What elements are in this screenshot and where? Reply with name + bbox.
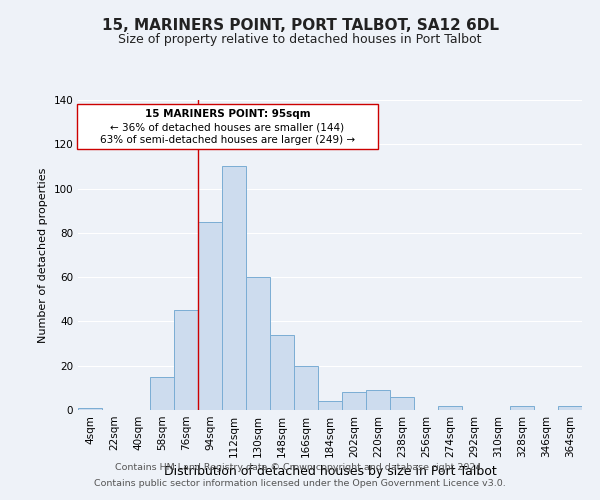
Bar <box>295 366 317 410</box>
Bar <box>199 222 221 410</box>
Text: 63% of semi-detached houses are larger (249) →: 63% of semi-detached houses are larger (… <box>100 136 355 145</box>
X-axis label: Distribution of detached houses by size in Port Talbot: Distribution of detached houses by size … <box>164 466 496 478</box>
Bar <box>559 406 581 410</box>
Text: ← 36% of detached houses are smaller (144): ← 36% of detached houses are smaller (14… <box>110 122 344 132</box>
FancyBboxPatch shape <box>77 104 378 148</box>
Text: Contains HM Land Registry data © Crown copyright and database right 2024.: Contains HM Land Registry data © Crown c… <box>115 464 485 472</box>
Bar <box>367 390 389 410</box>
Bar <box>343 392 365 410</box>
Bar <box>439 406 461 410</box>
Bar <box>79 408 101 410</box>
Bar <box>151 377 173 410</box>
Text: Contains public sector information licensed under the Open Government Licence v3: Contains public sector information licen… <box>94 478 506 488</box>
Text: 15, MARINERS POINT, PORT TALBOT, SA12 6DL: 15, MARINERS POINT, PORT TALBOT, SA12 6D… <box>101 18 499 32</box>
Bar <box>247 277 269 410</box>
Bar <box>223 166 245 410</box>
Bar <box>271 334 293 410</box>
Y-axis label: Number of detached properties: Number of detached properties <box>38 168 48 342</box>
Text: Size of property relative to detached houses in Port Talbot: Size of property relative to detached ho… <box>118 32 482 46</box>
Bar <box>511 406 533 410</box>
Text: 15 MARINERS POINT: 95sqm: 15 MARINERS POINT: 95sqm <box>145 109 310 119</box>
Bar <box>319 401 341 410</box>
Bar <box>391 396 413 410</box>
Bar <box>175 310 197 410</box>
